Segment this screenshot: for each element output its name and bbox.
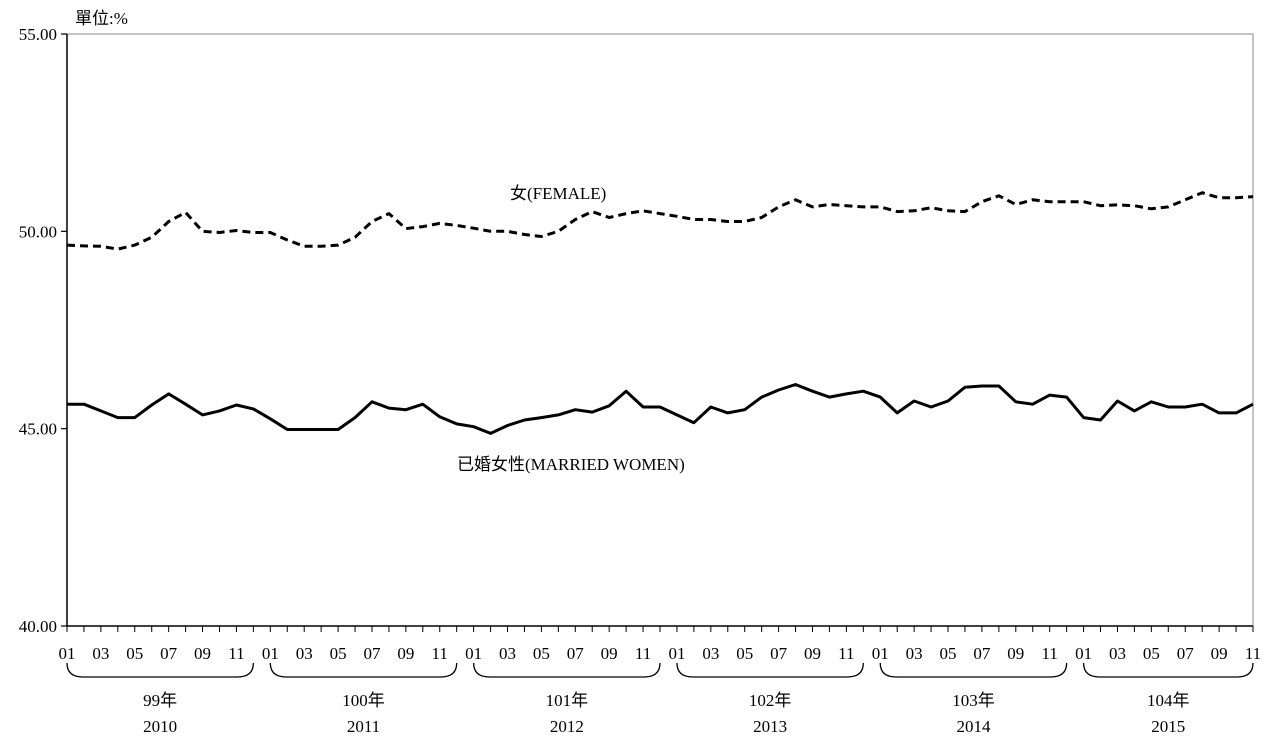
year-brace <box>269 662 458 678</box>
y-tick-label: 50.00 <box>19 222 57 241</box>
x-tick-label: 01 <box>872 644 889 663</box>
series-labels: 女(FEMALE) 已婚女性(MARRIED WOMEN) <box>457 184 685 474</box>
x-tick-label: 09 <box>1007 644 1024 663</box>
x-tick-label: 05 <box>126 644 143 663</box>
x-tick-label: 11 <box>432 644 448 663</box>
x-tick-label: 05 <box>1143 644 1160 663</box>
year-ad-label: 2012 <box>550 717 584 736</box>
x-tick-label: 11 <box>1245 644 1261 663</box>
x-tick-label: 07 <box>160 644 178 663</box>
female-series-line <box>66 191 1254 251</box>
y-axis: 40.00 45.00 50.00 55.00 <box>19 25 67 636</box>
x-tick-label: 07 <box>770 644 788 663</box>
year-roc-label: 104年 <box>1147 691 1190 710</box>
year-roc-label: 99年 <box>143 691 177 710</box>
x-tick-label: 11 <box>635 644 651 663</box>
x-tick-label: 09 <box>397 644 414 663</box>
x-tick-label: 11 <box>1041 644 1057 663</box>
married-women-series-line <box>67 383 1254 435</box>
x-tick-label: 03 <box>702 644 719 663</box>
year-ad-label: 2014 <box>956 717 991 736</box>
x-tick-label: 09 <box>194 644 211 663</box>
year-roc-label: 101年 <box>546 691 589 710</box>
x-tick-label: 07 <box>973 644 991 663</box>
x-tick-label: 03 <box>1109 644 1126 663</box>
year-roc-label: 102年 <box>749 691 792 710</box>
x-tick-label: 09 <box>601 644 618 663</box>
year-roc-label: 103年 <box>952 691 995 710</box>
x-tick-label: 05 <box>940 644 957 663</box>
female-series-label: 女(FEMALE) <box>510 184 606 203</box>
year-ad-label: 2010 <box>143 717 177 736</box>
year-brace <box>66 662 255 678</box>
married-women-series-label: 已婚女性(MARRIED WOMEN) <box>457 455 685 474</box>
x-tick-label: 09 <box>804 644 821 663</box>
year-brace <box>676 662 864 678</box>
year-ad-label: 2011 <box>347 717 380 736</box>
x-tick-label: 07 <box>1177 644 1195 663</box>
x-tick-label: 03 <box>92 644 109 663</box>
x-tick-label: 07 <box>567 644 585 663</box>
series-layer <box>66 191 1254 435</box>
x-tick-label: 03 <box>499 644 516 663</box>
x-tick-label: 01 <box>1075 644 1092 663</box>
x-tick-label: 05 <box>736 644 753 663</box>
year-brace <box>472 662 661 678</box>
year-roc-label: 100年 <box>342 691 385 710</box>
unit-label: 單位:% <box>75 9 128 28</box>
y-tick-label: 40.00 <box>19 617 57 636</box>
x-tick-label: 01 <box>465 644 482 663</box>
x-tick-label: 05 <box>533 644 550 663</box>
x-tick-label: 09 <box>1211 644 1228 663</box>
x-axis: 01 03 05 07 09 11 01 03 05 07 09 11 01 03 05 07 09 11 01 03… <box>59 626 1261 736</box>
year-brace <box>879 662 1068 678</box>
x-tick-label: 01 <box>668 644 685 663</box>
x-tick-label: 07 <box>363 644 381 663</box>
x-tick-label: 05 <box>330 644 347 663</box>
year-ad-label: 2013 <box>753 717 787 736</box>
x-tick-label: 01 <box>262 644 279 663</box>
x-tick-label: 03 <box>906 644 923 663</box>
x-tick-label: 03 <box>296 644 313 663</box>
y-tick-label: 55.00 <box>19 25 57 44</box>
x-tick-label: 11 <box>838 644 854 663</box>
plot-border <box>66 33 1254 627</box>
year-ad-label: 2015 <box>1151 717 1185 736</box>
x-tick-label: 11 <box>228 644 244 663</box>
x-tick-label: 01 <box>59 644 76 663</box>
year-brace <box>1082 662 1254 678</box>
y-tick-label: 45.00 <box>19 420 57 439</box>
plot-area <box>66 33 1254 627</box>
